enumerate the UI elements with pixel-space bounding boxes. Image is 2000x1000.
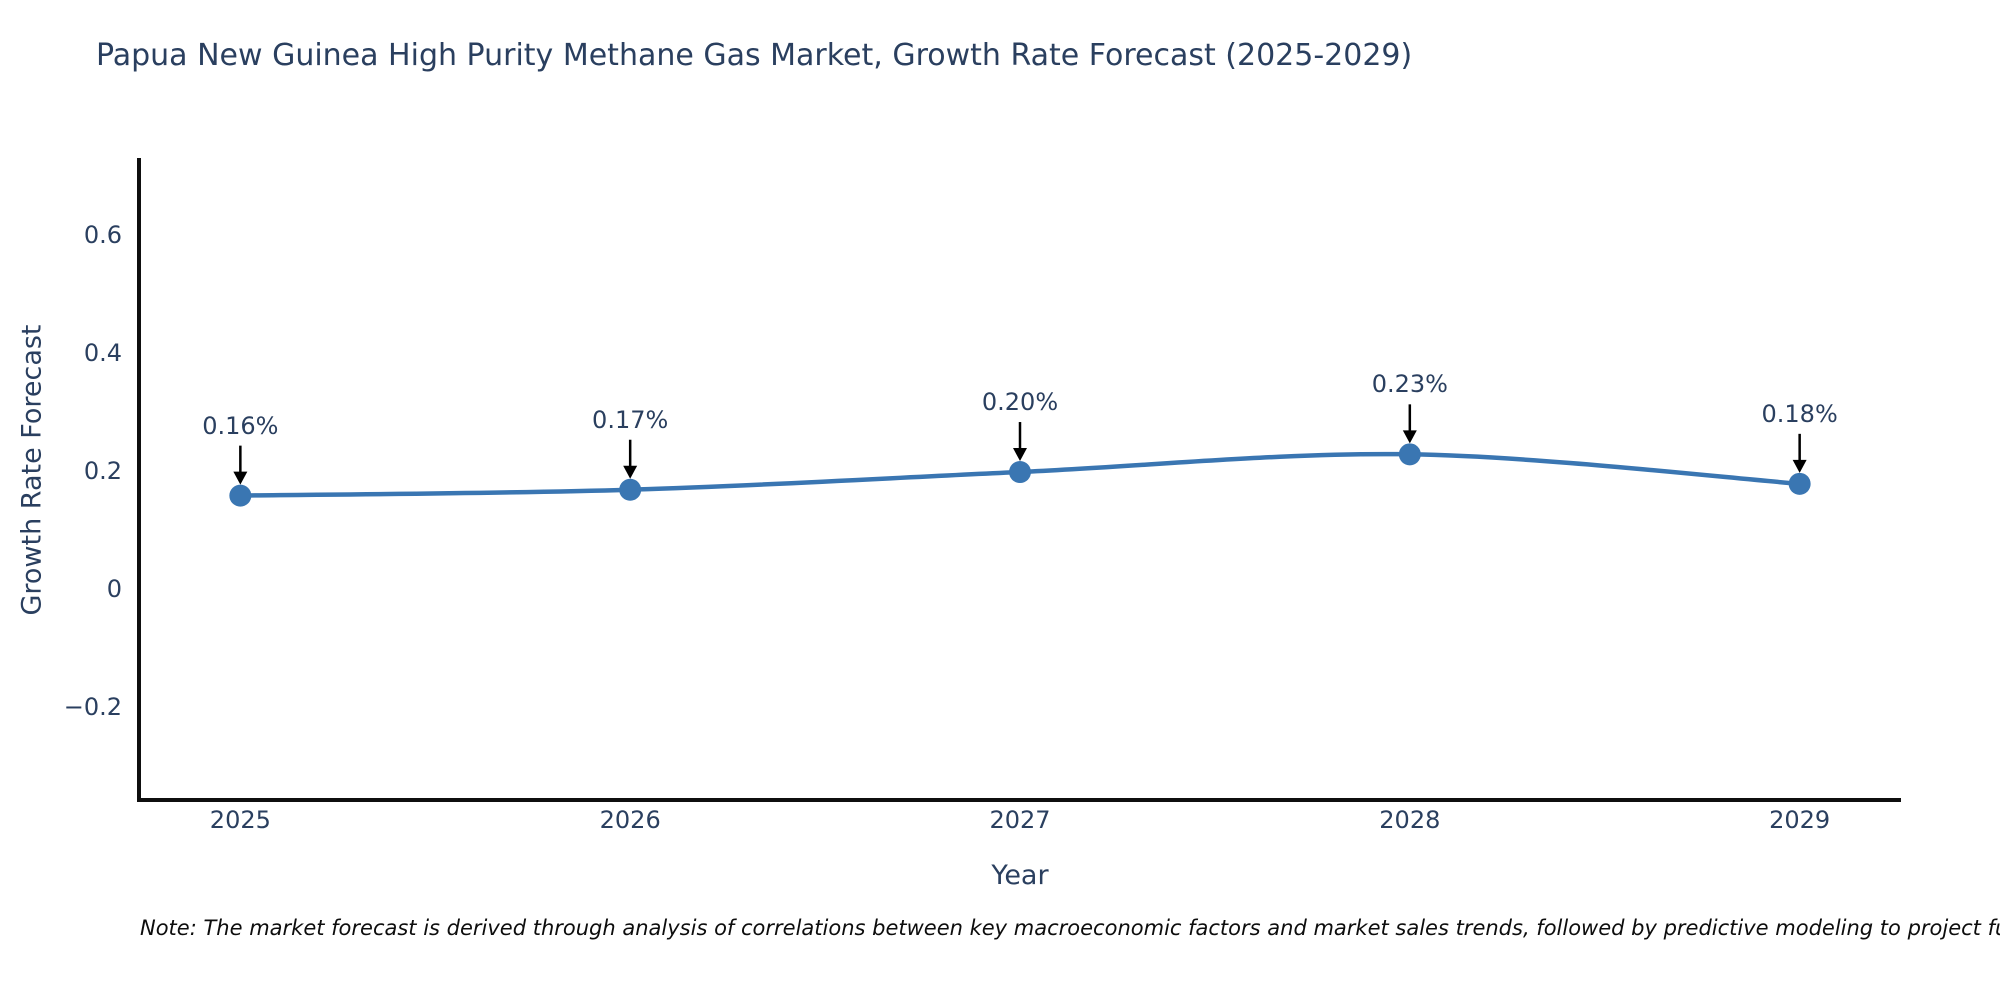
y-tick-label: −0.2 — [63, 692, 122, 721]
annotation-arrow-head — [233, 471, 248, 485]
y-tick-label: 0.4 — [83, 339, 122, 368]
point-annotation: 0.20% — [981, 388, 1059, 417]
x-tick-label: 2028 — [1379, 806, 1441, 834]
annotation-arrow-head — [623, 465, 638, 479]
y-tick-label: 0.6 — [83, 221, 122, 250]
point-annotation: 0.23% — [1371, 370, 1448, 399]
x-tick-label: 2029 — [1769, 806, 1831, 834]
point-annotation: 0.18% — [1761, 399, 1838, 428]
y-tick-label: 0 — [106, 575, 122, 603]
data-point-marker — [229, 484, 252, 507]
point-annotation: 0.17% — [592, 405, 669, 434]
y-axis-title: Growth Rate Forecast — [16, 324, 48, 616]
annotation-arrow-head — [1013, 448, 1027, 462]
annotation-arrow-head — [1402, 430, 1417, 444]
y-tick-label: 0.2 — [83, 457, 122, 486]
x-tick-label: 2027 — [989, 806, 1051, 834]
x-tick-label: 2026 — [599, 806, 661, 834]
data-point-marker — [619, 478, 642, 501]
annotation-arrows — [233, 404, 1807, 485]
x-tick-label: 2025 — [209, 806, 271, 834]
data-point-marker — [1398, 443, 1421, 466]
x-axis-title: Year — [991, 860, 1049, 891]
series-markers — [229, 443, 1811, 507]
footnote: Note: The market forecast is derived thr… — [140, 916, 2000, 940]
annotation-arrow-head — [1792, 459, 1807, 473]
data-point-marker — [1009, 461, 1031, 484]
point-annotation: 0.16% — [202, 411, 279, 440]
chart-title: Papua New Guinea High Purity Methane Gas… — [96, 38, 1413, 73]
data-point-marker — [1788, 472, 1811, 495]
